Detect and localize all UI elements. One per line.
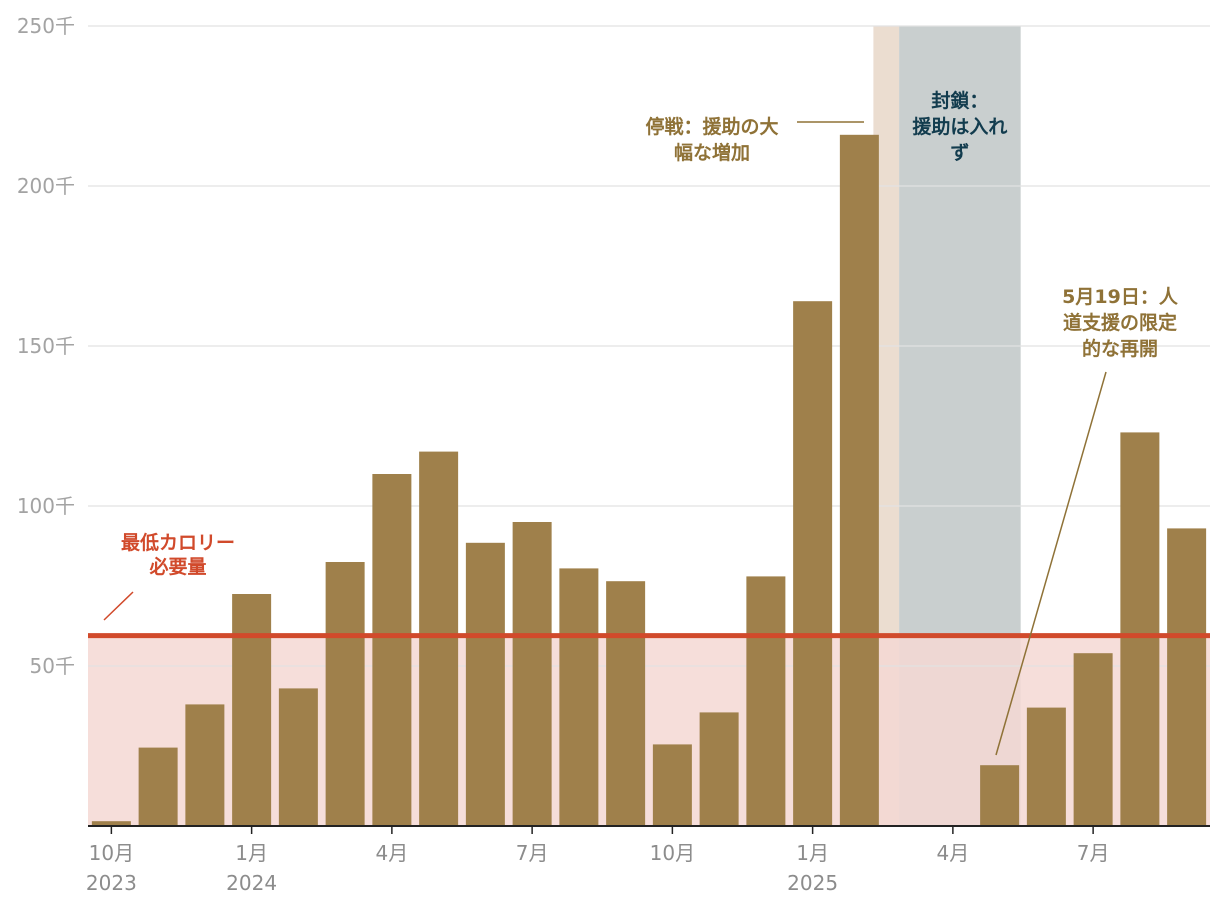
bar-2023-12 <box>185 704 225 826</box>
grid-layer: 50千 100千 150千 200千 250千 <box>17 14 1210 678</box>
x-tick-month: 10月 <box>89 841 134 865</box>
y-tick-label: 50千 <box>30 654 75 678</box>
blockade-label: 援助は入れ <box>912 115 1007 138</box>
x-tick-month: 4月 <box>376 841 409 865</box>
may19-annotation: 的な再開 <box>1082 337 1158 360</box>
x-tick-year: 2025 <box>787 871 838 895</box>
may19-annotation: 5月19日：人 <box>1062 286 1179 308</box>
y-tick-label: 250千 <box>17 14 75 38</box>
bar-2024-04 <box>372 474 412 826</box>
axis-layer: 10月 2023 1月 2024 4月 7月 10月 1月 2025 4月 7月 <box>86 825 1210 895</box>
bar-2024-11 <box>699 712 739 826</box>
y-tick-label: 100千 <box>17 494 75 518</box>
bar-2024-12 <box>746 576 786 826</box>
threshold-fill <box>88 635 1210 826</box>
x-tick-month: 1月 <box>235 841 268 865</box>
ceasefire-annotation: 停戦：援助の大 <box>645 115 778 138</box>
y-tick-label: 150千 <box>17 334 75 358</box>
threshold-leader <box>103 591 134 621</box>
bar-2024-10 <box>652 744 692 826</box>
bar-2024-09 <box>606 581 646 826</box>
bar-2024-02 <box>278 688 318 826</box>
ceasefire-annotation: 幅な増加 <box>674 141 750 164</box>
blockade-label: 封鎖： <box>931 89 988 112</box>
bar-2024-07 <box>512 522 552 826</box>
bar-2024-03 <box>325 562 365 826</box>
x-tick-month: 1月 <box>796 841 829 865</box>
bars-layer <box>91 134 1207 827</box>
threshold-label: 必要量 <box>148 555 206 578</box>
bar-2025-02 <box>839 134 879 827</box>
bar-2025-09 <box>1167 528 1207 826</box>
bar-2024-05 <box>419 451 459 826</box>
x-tick-year: 2024 <box>226 871 277 895</box>
bar-2024-06 <box>465 542 505 826</box>
bar-2024-08 <box>559 568 599 826</box>
bar-2025-07 <box>1073 653 1113 826</box>
x-tick-month: 4月 <box>937 841 970 865</box>
bar-2025-06 <box>1026 707 1066 826</box>
bar-2025-05 <box>980 765 1020 826</box>
blockade-label: ず <box>950 142 969 164</box>
bar-2025-01 <box>793 301 833 826</box>
bar-2025-08 <box>1120 432 1160 826</box>
x-tick-month: 7月 <box>1077 841 1110 865</box>
may19-leader <box>995 371 1107 756</box>
x-tick-year: 2023 <box>86 871 137 895</box>
threshold-label: 最低カロリー <box>121 531 235 554</box>
bar-2024-01 <box>232 594 272 826</box>
may19-annotation: 道支援の限定 <box>1063 311 1177 334</box>
bar-2023-10 <box>91 821 131 826</box>
y-tick-label: 200千 <box>17 174 75 198</box>
bands-layer <box>88 26 1210 826</box>
x-tick-month: 7月 <box>516 841 549 865</box>
bar-2023-11 <box>138 747 178 826</box>
x-tick-month: 10月 <box>650 841 695 865</box>
